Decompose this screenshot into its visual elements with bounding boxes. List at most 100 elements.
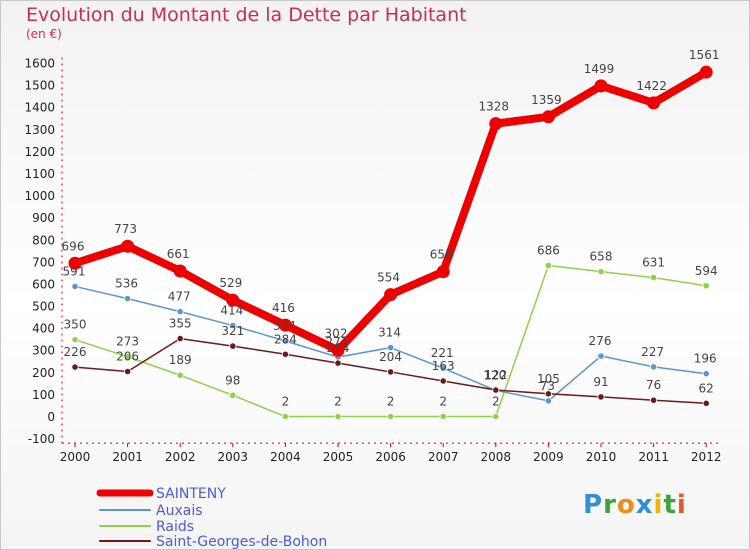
data-point — [597, 352, 605, 360]
data-label: 2 — [439, 395, 447, 409]
legend-label-1: Auxais — [156, 503, 203, 519]
data-point — [278, 318, 292, 332]
y-tick-label: 1600 — [24, 57, 55, 71]
data-label: 163 — [432, 359, 455, 373]
data-point — [281, 412, 289, 421]
data-point — [544, 390, 553, 398]
data-point — [176, 308, 184, 316]
y-tick-label: 1500 — [24, 79, 55, 93]
data-label: 73 — [540, 379, 555, 393]
data-label: 105 — [537, 372, 560, 386]
data-point — [384, 288, 398, 302]
x-tick-label: 2001 — [112, 450, 143, 464]
data-label: 196 — [694, 352, 717, 366]
data-point — [492, 412, 500, 421]
data-point — [489, 117, 503, 131]
y-tick-label: 500 — [32, 300, 55, 314]
logo-letter: i — [676, 490, 687, 520]
data-point — [649, 363, 658, 371]
data-point — [71, 282, 79, 291]
data-label: 226 — [64, 345, 87, 359]
proxiti-logo: Proxiti — [583, 490, 687, 520]
data-point — [439, 377, 447, 385]
data-label: 658 — [590, 250, 613, 264]
y-tick-label: 800 — [32, 233, 55, 247]
data-point — [176, 334, 184, 343]
y-tick-label: 300 — [32, 344, 55, 358]
data-point — [649, 274, 658, 282]
data-label: 344 — [273, 319, 296, 333]
data-label: 221 — [431, 346, 454, 360]
data-point — [702, 399, 710, 407]
data-label: 416 — [272, 301, 295, 315]
data-point — [173, 264, 187, 278]
y-tick-label: 1400 — [24, 101, 55, 115]
data-point — [124, 353, 132, 361]
data-label: 276 — [589, 334, 612, 348]
data-label: 227 — [641, 345, 664, 359]
x-tick-label: 2002 — [165, 450, 196, 464]
y-tick-label: 200 — [32, 366, 55, 380]
data-label: 206 — [116, 349, 139, 363]
data-label: 244 — [327, 341, 350, 355]
data-label: 62 — [699, 381, 714, 395]
data-label: 658 — [430, 248, 453, 262]
data-point — [226, 293, 240, 307]
data-label: 661 — [167, 247, 190, 261]
data-point — [541, 110, 555, 124]
legend-label-3: Saint-Georges-de-Bohon — [156, 534, 327, 550]
logo-letter: r — [603, 490, 617, 520]
x-tick-label: 2004 — [270, 450, 301, 464]
data-label: 594 — [695, 264, 718, 278]
data-label: 1561 — [689, 48, 720, 62]
data-label: 204 — [379, 350, 402, 364]
x-tick-label: 2003 — [218, 450, 249, 464]
y-tick-label: 100 — [32, 388, 55, 402]
data-point — [176, 371, 184, 379]
x-tick-label: 2012 — [691, 450, 722, 464]
data-point — [121, 239, 135, 253]
logo-letter: x — [635, 490, 654, 520]
y-tick-label: 1100 — [24, 167, 55, 181]
data-point — [334, 359, 342, 367]
data-label: 773 — [114, 222, 137, 236]
data-label: 302 — [325, 326, 348, 340]
data-label: 120 — [483, 368, 506, 382]
axes: -100 0 100 200 300 400 500 600 700 800 900 1000 1100… — [24, 57, 722, 464]
data-point — [439, 412, 447, 421]
data-label: 686 — [537, 243, 560, 257]
data-label: 591 — [63, 264, 86, 278]
data-label: 2 — [387, 395, 395, 409]
data-point — [649, 396, 658, 404]
y-tick-label: 1300 — [24, 123, 55, 137]
x-tick-label: 2010 — [586, 450, 617, 464]
y-tick-label: 400 — [32, 322, 55, 336]
data-point — [439, 364, 447, 372]
data-point — [702, 282, 710, 290]
data-label: 350 — [64, 318, 87, 332]
x-tick-label: 2000 — [60, 450, 91, 464]
data-label: 631 — [642, 256, 665, 270]
data-point — [386, 344, 395, 352]
data-label: 477 — [168, 290, 191, 304]
x-tick-label: 2011 — [638, 450, 669, 464]
x-tick-label: 2005 — [323, 450, 354, 464]
data-label: 2 — [282, 395, 290, 409]
x-tick-label: 2007 — [428, 450, 459, 464]
legend-label-2: Raids — [156, 519, 194, 535]
data-point — [71, 336, 79, 344]
data-label: 314 — [378, 326, 401, 340]
data-point — [544, 261, 553, 270]
data-label: 529 — [219, 276, 242, 290]
x-tick-label: 2009 — [533, 450, 564, 464]
data-point — [386, 412, 395, 421]
data-point — [702, 370, 710, 378]
data-label: 98 — [225, 373, 240, 387]
data-point — [331, 343, 345, 357]
data-label: 2 — [492, 395, 500, 409]
data-point — [334, 412, 342, 421]
data-label: 76 — [646, 378, 661, 392]
data-point — [699, 65, 713, 79]
logo-letter: t — [663, 490, 677, 520]
